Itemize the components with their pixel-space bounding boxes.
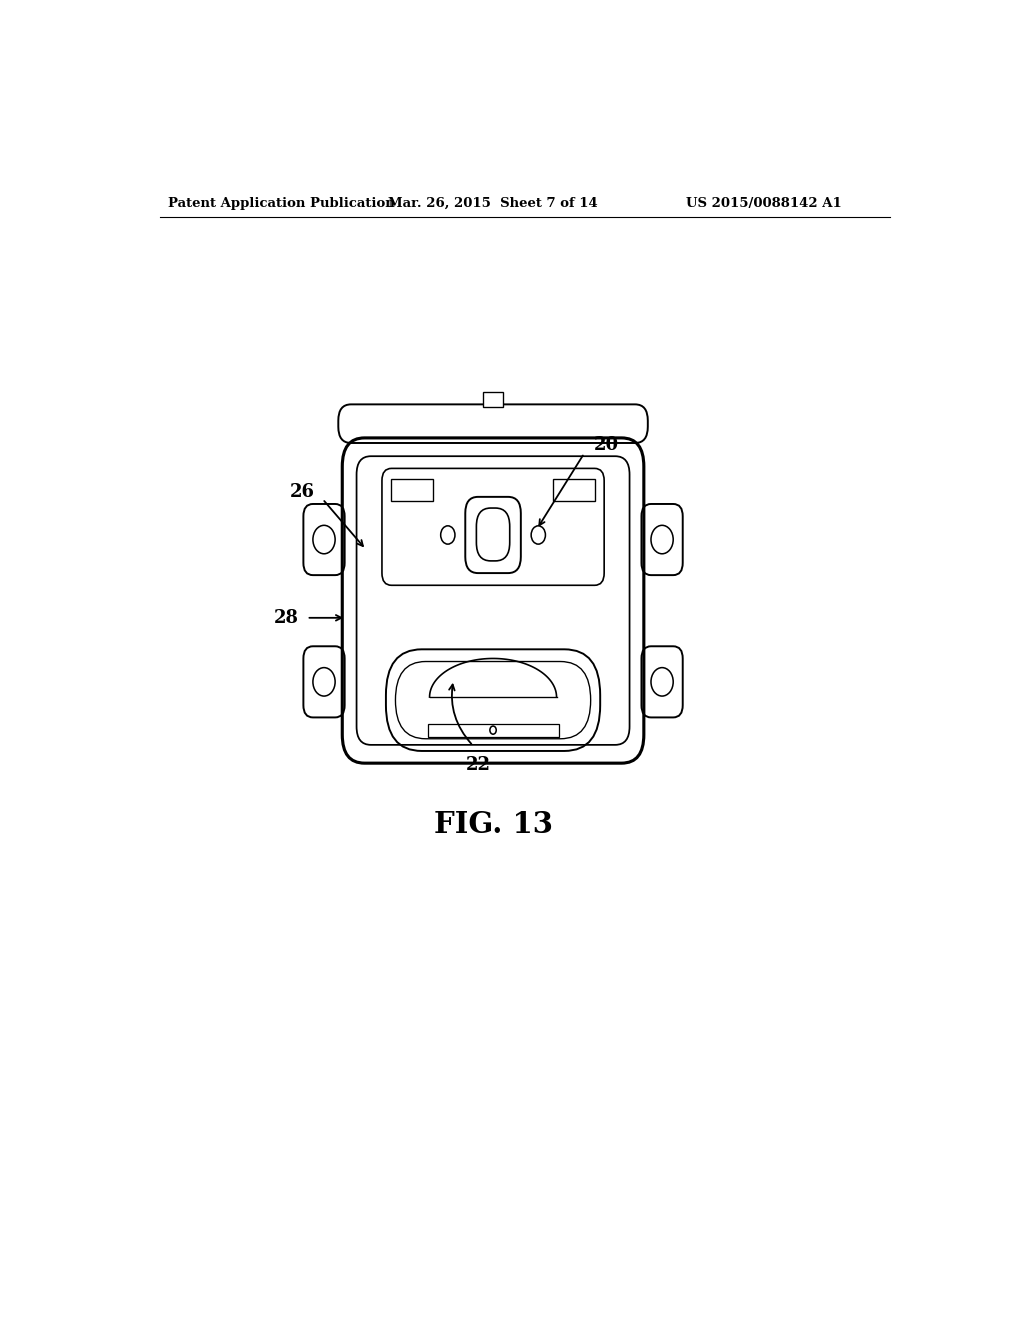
Bar <box>391 479 433 500</box>
Text: FIG. 13: FIG. 13 <box>433 809 553 838</box>
Text: US 2015/0088142 A1: US 2015/0088142 A1 <box>686 197 842 210</box>
Bar <box>428 723 558 737</box>
Bar <box>483 392 503 408</box>
Text: Mar. 26, 2015  Sheet 7 of 14: Mar. 26, 2015 Sheet 7 of 14 <box>388 197 598 210</box>
Text: 22: 22 <box>466 756 492 774</box>
Bar <box>553 479 595 500</box>
Text: 20: 20 <box>594 436 618 454</box>
Text: Patent Application Publication: Patent Application Publication <box>168 197 394 210</box>
Text: 26: 26 <box>290 483 314 500</box>
Text: 28: 28 <box>273 609 299 627</box>
